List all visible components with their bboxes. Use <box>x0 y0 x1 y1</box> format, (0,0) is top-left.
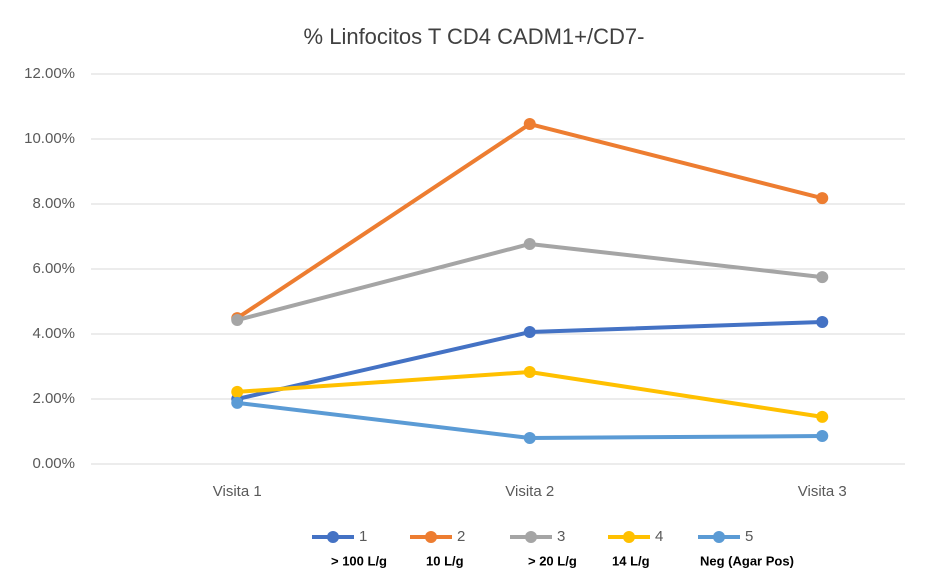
legend-label: 5 <box>745 528 753 545</box>
data-point <box>523 118 536 131</box>
legend-label: 2 <box>457 528 465 545</box>
legend-note: 10 L/g <box>426 553 464 568</box>
y-tick-label: 2.00% <box>32 390 75 407</box>
data-point <box>231 396 244 409</box>
data-point <box>231 314 244 327</box>
legend-label: 3 <box>557 528 565 545</box>
y-tick-label: 12.00% <box>24 65 75 82</box>
x-tick-label: Visita 2 <box>505 483 554 500</box>
legend-note: > 100 L/g <box>331 553 387 568</box>
y-tick-label: 10.00% <box>24 130 75 147</box>
data-point <box>231 385 244 398</box>
legend-label: 1 <box>359 528 367 545</box>
data-point <box>816 271 829 284</box>
x-tick-label: Visita 3 <box>798 483 847 500</box>
legend-note: > 20 L/g <box>528 553 577 568</box>
data-point <box>816 192 829 205</box>
data-point <box>523 432 536 444</box>
data-point <box>816 410 829 423</box>
series-line <box>235 122 825 321</box>
y-tick-label: 4.00% <box>32 325 75 342</box>
legend-marker <box>713 531 725 543</box>
data-point <box>523 237 536 250</box>
legend-note: 14 L/g <box>612 553 650 568</box>
legend-marker <box>623 531 635 543</box>
data-point <box>816 315 829 328</box>
legend-marker <box>525 531 537 543</box>
series-line <box>235 241 825 323</box>
y-tick-label: 0.00% <box>32 455 75 472</box>
data-point <box>523 366 536 379</box>
x-tick-label: Visita 1 <box>213 483 262 500</box>
legend-note: Neg (Agar Pos) <box>700 553 794 568</box>
legend-marker <box>327 531 339 543</box>
y-tick-label: 8.00% <box>32 195 75 212</box>
y-tick-label: 6.00% <box>32 260 75 277</box>
data-point <box>523 326 536 339</box>
legend-marker <box>425 531 437 543</box>
chart-title: % Linfocitos T CD4 CADM1+/CD7- <box>304 24 645 49</box>
legend-label: 4 <box>655 528 663 545</box>
data-point <box>816 430 829 443</box>
